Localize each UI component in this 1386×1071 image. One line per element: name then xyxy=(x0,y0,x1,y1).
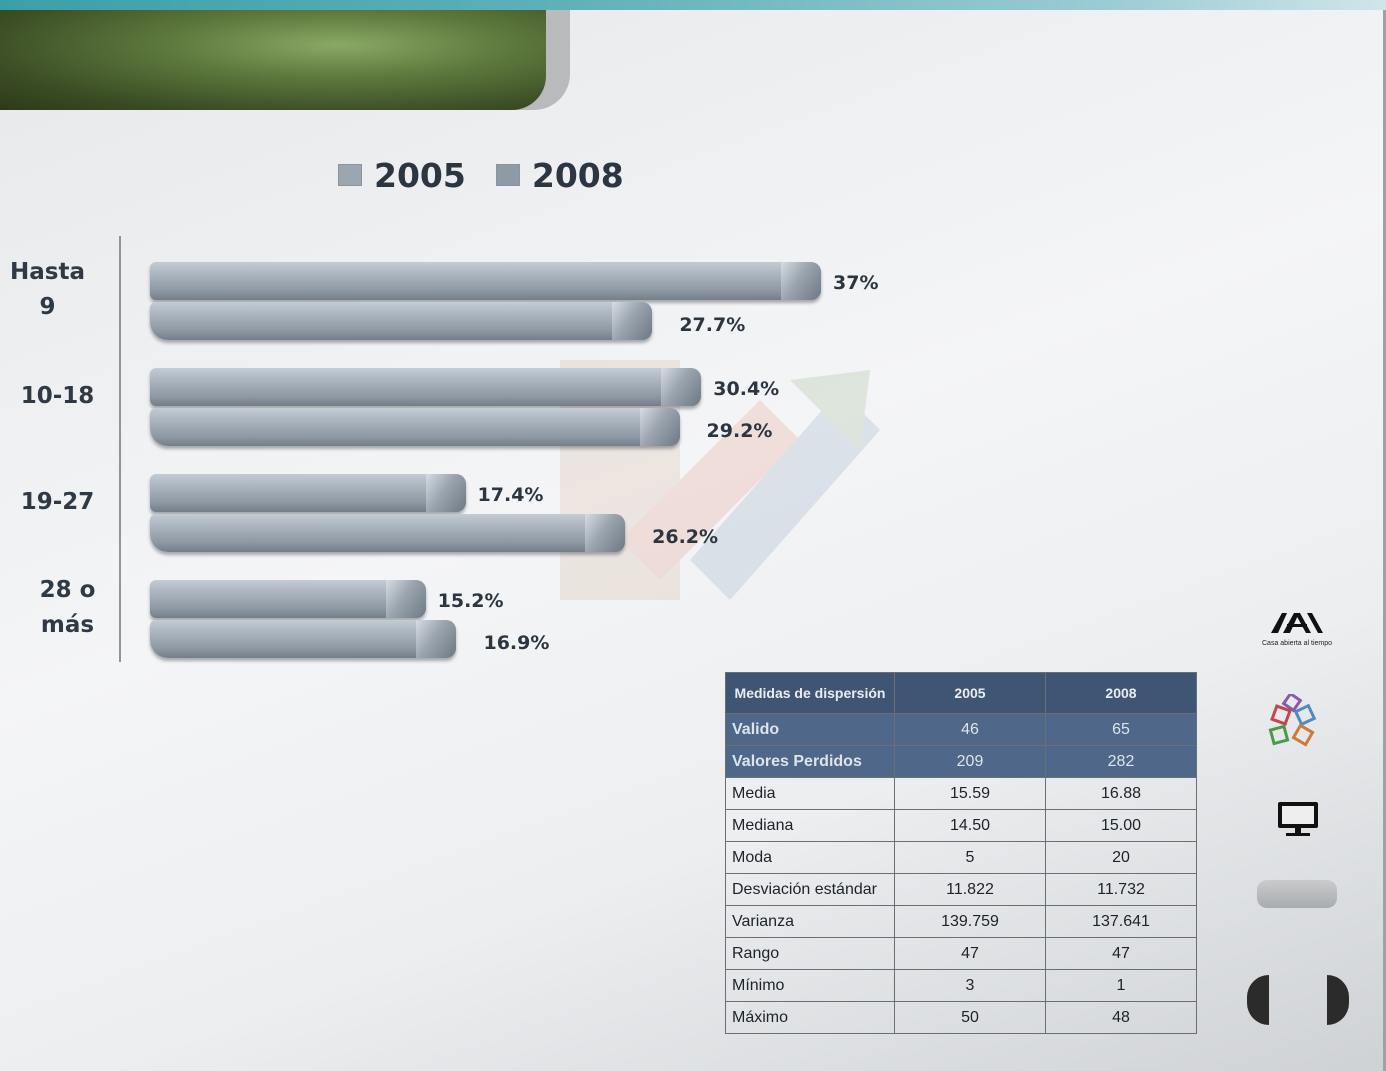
table-row: Moda 5 20 xyxy=(725,841,1197,874)
table-row: Valido 46 65 xyxy=(725,713,1197,746)
value-2005: 5 xyxy=(894,841,1046,874)
data-label-2005: 17.4% xyxy=(477,484,544,506)
value-2008: 16.88 xyxy=(1045,777,1197,810)
row-label: Rango xyxy=(725,937,895,970)
bar-2005 xyxy=(150,580,426,618)
next-slide-button[interactable] xyxy=(1327,975,1349,1025)
row-label: Máximo xyxy=(725,1001,895,1034)
menu-pill-button[interactable] xyxy=(1257,880,1337,908)
table-row: Varianza 139.759 137.641 xyxy=(725,905,1197,938)
row-label: Media xyxy=(725,777,895,810)
title-tab xyxy=(0,10,546,110)
legend-label-2005: 2005 xyxy=(374,155,466,195)
table-header-measure: Medidas de dispersión xyxy=(725,672,895,714)
legend-item-2005: 2005 xyxy=(338,156,466,195)
row-label: Varianza xyxy=(725,905,895,938)
category-label: 28 o más xyxy=(39,577,96,638)
table-row: Desviación estándar 11.822 11.732 xyxy=(725,873,1197,906)
logo-tagline: Casa abierta al tiempo xyxy=(1262,640,1333,647)
data-label-2005: 37% xyxy=(833,272,879,294)
value-2005: 11.822 xyxy=(894,873,1046,906)
data-label-2008: 16.9% xyxy=(483,632,550,654)
value-2008: 47 xyxy=(1045,937,1197,970)
row-label: Moda xyxy=(725,841,895,874)
table-row: Rango 47 47 xyxy=(725,937,1197,970)
legend-item-2008: 2008 xyxy=(495,155,624,195)
uam-logo-icon xyxy=(1271,613,1323,633)
table-row: Mínimo 3 1 xyxy=(725,969,1197,1002)
right-edge-line xyxy=(1383,10,1386,1071)
category-label: 19-27 xyxy=(20,488,95,515)
table-row: Máximo 50 48 xyxy=(725,1001,1197,1034)
legend-swatch-2008 xyxy=(495,164,520,186)
value-2005: 14.50 xyxy=(894,809,1046,842)
row-label: Valores Perdidos xyxy=(725,745,895,778)
previous-slide-button[interactable] xyxy=(1247,975,1269,1025)
value-2008: 282 xyxy=(1045,745,1197,778)
bar-2005 xyxy=(150,474,466,512)
legend-label-2008: 2008 xyxy=(531,155,624,195)
data-label-2008: 26.2% xyxy=(652,526,719,548)
value-2005: 3 xyxy=(894,969,1046,1002)
bar-2008 xyxy=(150,302,653,340)
table-header-row: Medidas de dispersión 2005 2008 xyxy=(725,672,1197,714)
legend-swatch-2005 xyxy=(338,164,362,186)
row-label: Desviación estándar xyxy=(725,873,895,906)
data-label-2008: 29.2% xyxy=(706,420,773,442)
uam-logo: Casa abierta al tiempo xyxy=(1262,612,1332,647)
bar-chart: Hasta 9 37% 27.7% 10-18 30.4% 29.2% 19-27 17.4% 2… xyxy=(0,0,1000,680)
value-2005: 15.59 xyxy=(894,777,1046,810)
category-label: 10-18 xyxy=(20,382,95,409)
category-axis-line xyxy=(119,236,121,662)
data-label-2005: 15.2% xyxy=(437,590,504,612)
bar-2005 xyxy=(150,262,821,300)
value-2008: 65 xyxy=(1045,713,1197,746)
data-label-2005: 30.4% xyxy=(713,378,780,400)
row-label: Mínimo xyxy=(725,969,895,1002)
top-accent-bar xyxy=(0,0,1386,10)
value-2008: 15.00 xyxy=(1045,809,1197,842)
table-row: Media 15.59 16.88 xyxy=(725,777,1197,810)
bar-2005 xyxy=(150,368,702,406)
chart-legend: 2005 2008 xyxy=(338,152,654,198)
monitor-icon[interactable] xyxy=(1276,800,1320,838)
bar-2008 xyxy=(150,408,680,446)
bar-2008 xyxy=(150,514,626,552)
row-label: Valido xyxy=(725,713,895,746)
colored-squares-icon[interactable] xyxy=(1268,694,1326,750)
value-2005: 46 xyxy=(894,713,1046,746)
value-2008: 11.732 xyxy=(1045,873,1197,906)
row-label: Mediana xyxy=(725,809,895,842)
value-2008: 20 xyxy=(1045,841,1197,874)
value-2008: 48 xyxy=(1045,1001,1197,1034)
value-2008: 137.641 xyxy=(1045,905,1197,938)
bar-2008 xyxy=(150,620,457,658)
table-header-2005: 2005 xyxy=(894,672,1046,714)
table-header-2008: 2008 xyxy=(1045,672,1197,714)
value-2008: 1 xyxy=(1045,969,1197,1002)
category-label: Hasta 9 xyxy=(10,259,85,320)
data-label-2008: 27.7% xyxy=(679,314,746,336)
value-2005: 50 xyxy=(894,1001,1046,1034)
dispersion-table: Medidas de dispersión 2005 2008 Valido 46… xyxy=(725,672,1197,1034)
value-2005: 47 xyxy=(894,937,1046,970)
table-row: Valores Perdidos 209 282 xyxy=(725,745,1197,778)
value-2005: 139.759 xyxy=(894,905,1046,938)
value-2005: 209 xyxy=(894,745,1046,778)
table-row: Mediana 14.50 15.00 xyxy=(725,809,1197,842)
